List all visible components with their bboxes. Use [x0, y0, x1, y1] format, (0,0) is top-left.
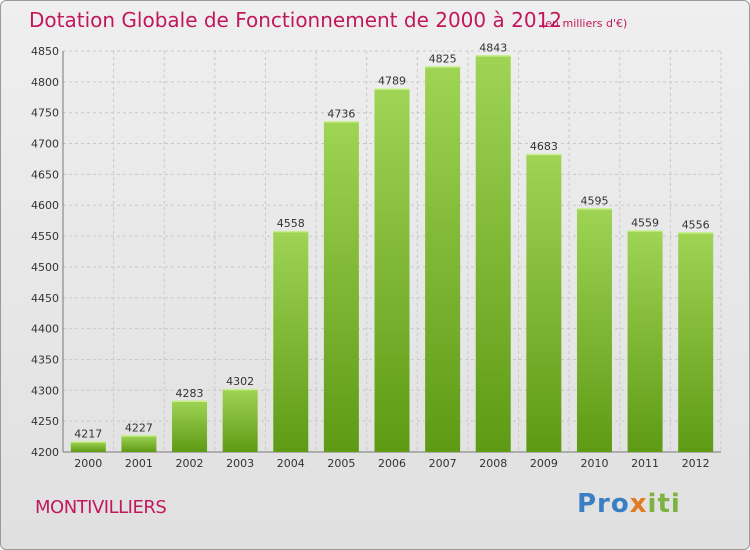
chart-unit: (en milliers d'€) — [541, 17, 628, 30]
x-tick-label: 2000 — [74, 457, 102, 470]
y-tick-label: 4300 — [31, 384, 59, 397]
x-tick-label: 2010 — [580, 457, 608, 470]
x-tick-label: 2004 — [277, 457, 305, 470]
bar — [526, 154, 562, 452]
y-tick-label: 4350 — [31, 353, 59, 366]
y-tick-label: 4600 — [31, 199, 59, 212]
labels: 4200 4250 4300 4350 4400 4450 4500 4550 4600 4650… — [31, 41, 710, 470]
logo-part-2: x — [629, 489, 648, 519]
y-tick-label: 4450 — [31, 292, 59, 305]
y-tick-label: 4550 — [31, 230, 59, 243]
y-tick-label: 4850 — [31, 45, 59, 58]
bar — [273, 231, 309, 452]
x-tick-label: 2008 — [479, 457, 507, 470]
bar-value-label: 4283 — [176, 387, 204, 400]
x-tick-label: 2003 — [226, 457, 254, 470]
x-tick-label: 2012 — [682, 457, 710, 470]
bar-value-label: 4683 — [530, 140, 558, 153]
x-tick-label: 2011 — [631, 457, 659, 470]
bar — [70, 441, 106, 452]
commune-name: MONTIVILLIERS — [35, 497, 167, 518]
x-tick-label: 2007 — [429, 457, 457, 470]
bar-value-label: 4825 — [429, 52, 457, 65]
bar — [323, 121, 359, 453]
bar-value-label: 4595 — [580, 194, 608, 207]
bar-value-label: 4556 — [682, 218, 710, 231]
y-tick-label: 4650 — [31, 168, 59, 181]
bar — [475, 55, 511, 453]
x-tick-label: 2001 — [125, 457, 153, 470]
x-tick-label: 2005 — [327, 457, 355, 470]
x-tick-label: 2002 — [176, 457, 204, 470]
bar — [222, 389, 258, 452]
y-tick-label: 4400 — [31, 323, 59, 336]
bar — [425, 66, 461, 452]
y-tick-label: 4700 — [31, 138, 59, 151]
bar — [121, 435, 157, 452]
bar — [627, 230, 663, 452]
bar-value-label: 4302 — [226, 375, 254, 388]
y-tick-label: 4750 — [31, 107, 59, 120]
bar-value-label: 4558 — [277, 217, 305, 230]
x-tick-label: 2006 — [378, 457, 406, 470]
bar-value-label: 4559 — [631, 217, 659, 230]
y-tick-label: 4500 — [31, 261, 59, 274]
bars — [70, 55, 714, 453]
bar-value-label: 4736 — [327, 107, 355, 120]
bar-value-label: 4843 — [479, 41, 507, 54]
y-tick-label: 4800 — [31, 76, 59, 89]
bar — [678, 232, 714, 452]
chart-title: Dotation Globale de Fonctionnement de 20… — [29, 8, 562, 32]
y-tick-label: 4200 — [31, 446, 59, 459]
logo-part-3: iti — [647, 489, 681, 519]
x-tick-label: 2009 — [530, 457, 558, 470]
bar — [374, 88, 410, 452]
logo-part-1: Pro — [577, 489, 630, 519]
y-tick-label: 4250 — [31, 415, 59, 428]
bar — [172, 400, 208, 452]
bar-value-label: 4227 — [125, 421, 153, 434]
bar-value-label: 4217 — [74, 428, 102, 441]
bar-value-label: 4789 — [378, 75, 406, 88]
proxiti-logo: Proxiti — [577, 489, 681, 519]
bar — [576, 208, 612, 452]
